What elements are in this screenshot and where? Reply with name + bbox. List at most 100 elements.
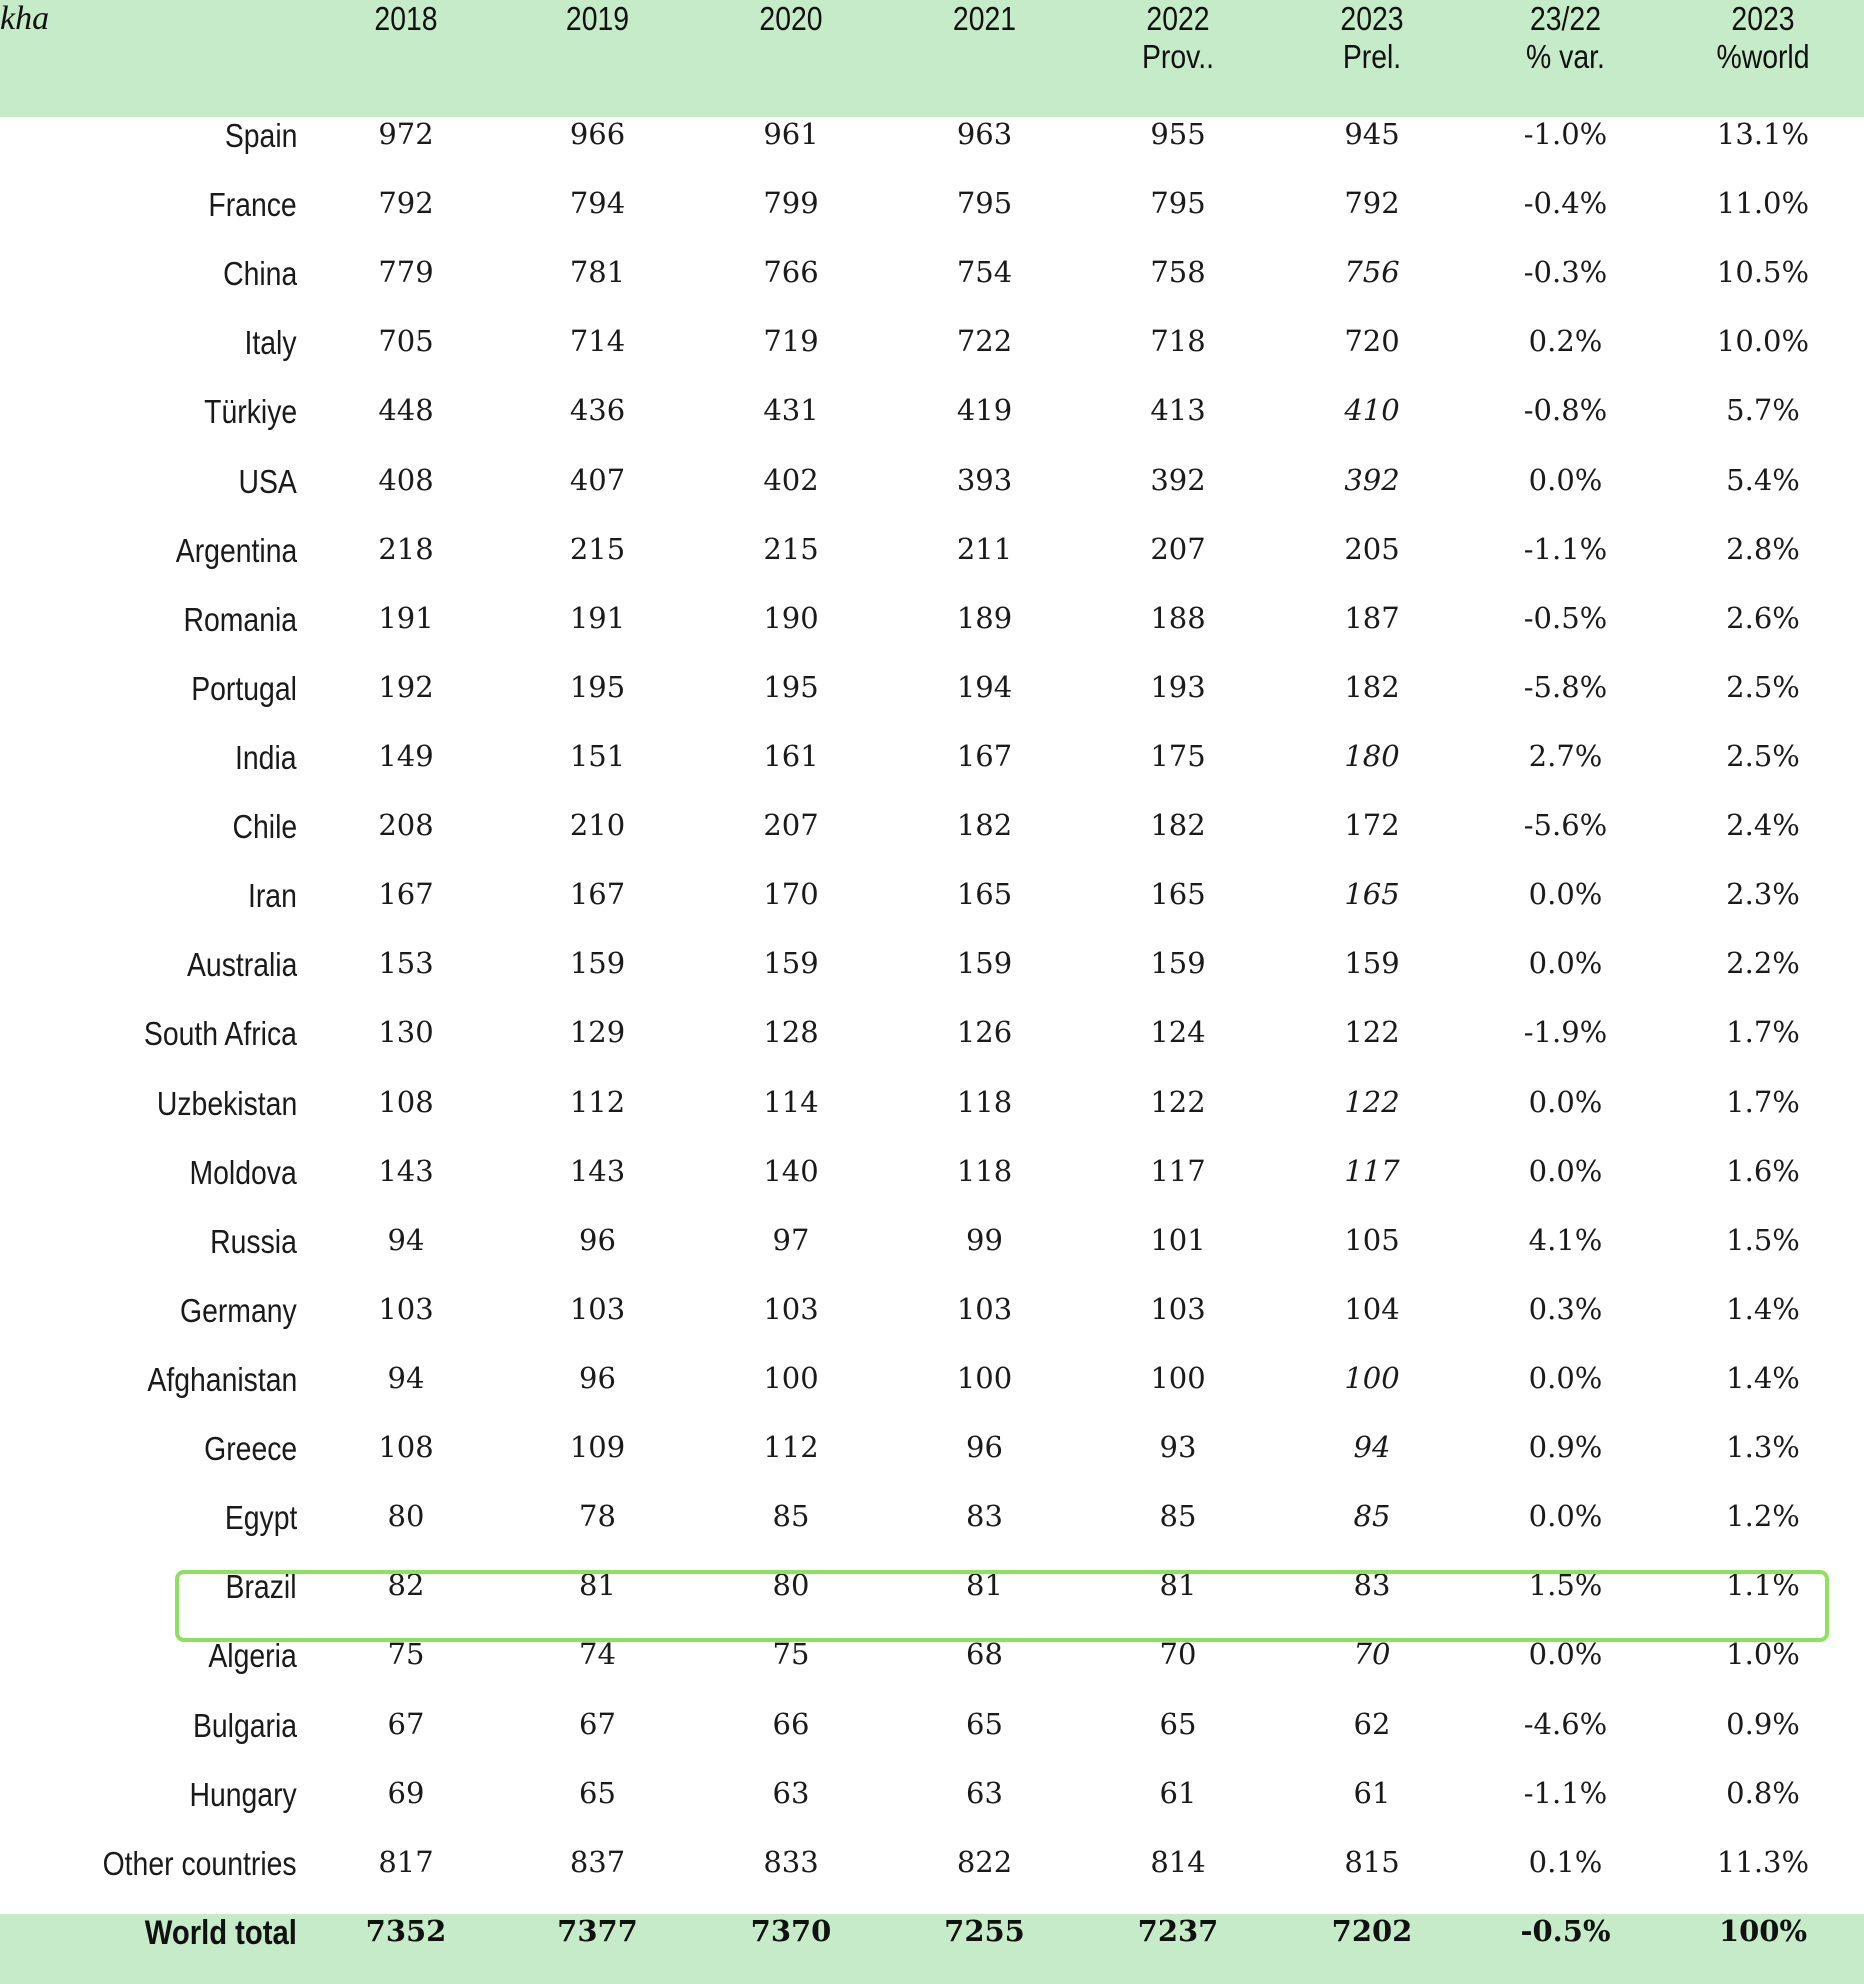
cell-col-2: 85	[772, 1499, 810, 1534]
table-row: Moldova 143 143 140 118 117 117 0.0% 1.6%	[0, 1154, 1864, 1223]
cell-col-1: 781	[569, 255, 626, 290]
row-spacer	[297, 186, 311, 255]
cell-col-5: 815	[1344, 1844, 1400, 1879]
cell-col-1: 96	[579, 1222, 616, 1257]
cell-col-1: 215	[569, 531, 626, 566]
table-row: Italy 705 714 719 722 718 720 0.2% 10.0%	[0, 324, 1864, 393]
row-spacer	[297, 739, 311, 808]
header-spacer	[298, 0, 310, 117]
table-row: India 149 151 161 167 175 180 2.7% 2.5%	[0, 739, 1864, 808]
country-name: Brazil	[226, 1568, 297, 1606]
cell-col-2: 63	[772, 1775, 810, 1810]
table-row: Russia 94 96 97 99 101 105 4.1% 1.5%	[0, 1223, 1864, 1292]
cell-col-3: 211	[956, 531, 1013, 566]
cell-col-1: 81	[579, 1568, 616, 1603]
cell-col-5: 94	[1353, 1430, 1391, 1465]
cell-col-2: 170	[763, 877, 819, 912]
country-name: Italy	[244, 324, 297, 362]
cell-col-4: 188	[1150, 600, 1206, 635]
cell-col-4: 207	[1150, 531, 1206, 566]
country-name: South Africa	[143, 1015, 297, 1053]
country-name: Egypt	[224, 1499, 297, 1537]
row-spacer	[297, 1845, 311, 1914]
cell-col-0: 94	[387, 1360, 425, 1395]
cell-col-5: 182	[1344, 669, 1400, 704]
cell-col-1: 167	[569, 877, 626, 912]
cell-col-1: 966	[569, 117, 626, 151]
cell-col-3: 722	[956, 324, 1013, 359]
cell-col-4: 61	[1159, 1775, 1197, 1810]
cell-col-4: 795	[1150, 186, 1206, 221]
cell-col-7: 1.4%	[1726, 1360, 1800, 1395]
country-name: Germany	[180, 1291, 297, 1329]
country-name: Portugal	[191, 669, 297, 707]
world-total-row: World total 7352 7377 7370 7255 7237 7202 -0.5%…	[0, 1913, 1864, 1984]
country-name: Australia	[186, 946, 297, 984]
column-header-2: 2020	[708, 0, 875, 117]
cell-col-4: 101	[1150, 1222, 1206, 1257]
cell-col-6: -1.1%	[1523, 1775, 1608, 1810]
cell-col-5: 792	[1344, 186, 1400, 221]
country-label: China	[0, 255, 297, 324]
cell-col-5: 392	[1344, 462, 1400, 497]
cell-col-4: 175	[1150, 738, 1206, 773]
cell-col-7: 1.0%	[1726, 1637, 1800, 1672]
cell-col-0: 792	[378, 186, 434, 221]
country-label: Afghanistan	[0, 1361, 297, 1430]
country-label: Moldova	[0, 1154, 297, 1223]
cell-col-5: 945	[1344, 117, 1400, 151]
cell-col-4: 65	[1159, 1706, 1197, 1741]
cell-col-0: 218	[378, 531, 434, 566]
country-label: USA	[0, 463, 297, 532]
row-spacer	[297, 1085, 311, 1154]
cell-col-6: -1.0%	[1523, 117, 1608, 151]
cell-col-1: 109	[569, 1430, 626, 1465]
cell-col-7: 100%	[1718, 1913, 1808, 1948]
cell-col-0: 448	[378, 393, 434, 428]
cell-col-2: 961	[763, 117, 819, 151]
cell-col-2: 112	[763, 1430, 819, 1465]
row-spacer	[297, 1914, 311, 1984]
row-spacer	[297, 1292, 311, 1361]
cell-col-7: 2.3%	[1726, 877, 1800, 912]
column-header-line1: 23/22	[1529, 0, 1602, 37]
cell-col-0: 972	[378, 117, 434, 151]
country-label: Brazil	[0, 1568, 297, 1637]
cell-col-0: 143	[378, 1153, 434, 1188]
row-spacer	[297, 1499, 311, 1568]
row-spacer	[297, 1361, 311, 1430]
cell-col-6: 0.0%	[1528, 1360, 1603, 1395]
row-spacer	[297, 255, 311, 324]
cell-col-3: 963	[956, 117, 1013, 151]
cell-col-5: 104	[1344, 1291, 1400, 1326]
cell-col-4: 955	[1150, 117, 1206, 151]
cell-col-3: 126	[956, 1015, 1013, 1050]
column-header-line2: % var.	[1526, 38, 1605, 75]
country-name: France	[208, 186, 297, 224]
cell-col-6: 1.5%	[1528, 1568, 1603, 1603]
cell-col-1: 159	[569, 946, 626, 981]
country-label: Germany	[0, 1292, 297, 1361]
column-header-line1: 2020	[759, 0, 823, 37]
table-row: Romania 191 191 190 189 188 187 -0.5% 2.6%	[0, 601, 1864, 670]
country-name: China	[222, 255, 297, 293]
cell-col-6: -5.8%	[1523, 669, 1608, 704]
table-row: Iran 167 167 170 165 165 165 0.0% 2.3%	[0, 877, 1864, 946]
row-spacer	[297, 877, 311, 946]
table-row: Greece 108 109 112 96 93 94 0.9% 1.3%	[0, 1430, 1864, 1499]
cell-col-5: 720	[1344, 324, 1400, 359]
cell-col-1: 67	[579, 1706, 616, 1741]
row-spacer	[297, 1223, 311, 1292]
table-row: Other countries 817 837 833 822 814 815 0.1% 11.…	[0, 1845, 1864, 1914]
cell-col-2: 195	[763, 669, 819, 704]
country-name: USA	[238, 462, 297, 500]
cell-col-0: 108	[378, 1084, 434, 1119]
cell-col-7: 0.9%	[1726, 1706, 1800, 1741]
cell-col-0: 103	[378, 1291, 434, 1326]
cell-col-1: 191	[569, 600, 626, 635]
cell-col-0: 817	[378, 1844, 434, 1879]
country-label: Italy	[0, 324, 297, 393]
cell-col-4: 93	[1159, 1430, 1197, 1465]
cell-col-3: 165	[956, 877, 1013, 912]
cell-col-7: 10.5%	[1716, 255, 1810, 290]
